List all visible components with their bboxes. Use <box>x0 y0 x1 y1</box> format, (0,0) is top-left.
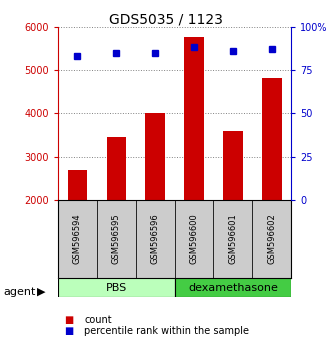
Text: GSM596595: GSM596595 <box>112 213 121 264</box>
Bar <box>58 200 97 278</box>
Bar <box>58 278 174 297</box>
Text: ■: ■ <box>65 315 74 325</box>
Bar <box>184 38 204 200</box>
Bar <box>97 200 136 278</box>
Text: GSM596596: GSM596596 <box>151 213 160 264</box>
Text: GDS5035 / 1123: GDS5035 / 1123 <box>109 12 222 27</box>
Text: GSM596602: GSM596602 <box>267 213 276 264</box>
Text: GSM596601: GSM596601 <box>228 213 237 264</box>
Bar <box>136 200 174 278</box>
Bar <box>174 200 213 278</box>
Bar <box>145 113 165 200</box>
Bar <box>252 200 291 278</box>
Text: PBS: PBS <box>106 282 127 293</box>
Bar <box>107 137 126 200</box>
Text: GSM596594: GSM596594 <box>73 213 82 264</box>
Text: dexamethasone: dexamethasone <box>188 282 278 293</box>
Bar <box>68 170 87 200</box>
Bar <box>223 131 243 200</box>
Text: count: count <box>84 315 112 325</box>
Text: percentile rank within the sample: percentile rank within the sample <box>84 326 249 336</box>
Bar <box>213 200 252 278</box>
Bar <box>262 78 282 200</box>
Text: ■: ■ <box>65 326 74 336</box>
Bar <box>174 278 291 297</box>
Text: ▶: ▶ <box>37 287 46 297</box>
Text: GSM596600: GSM596600 <box>190 213 199 264</box>
Text: agent: agent <box>3 287 36 297</box>
